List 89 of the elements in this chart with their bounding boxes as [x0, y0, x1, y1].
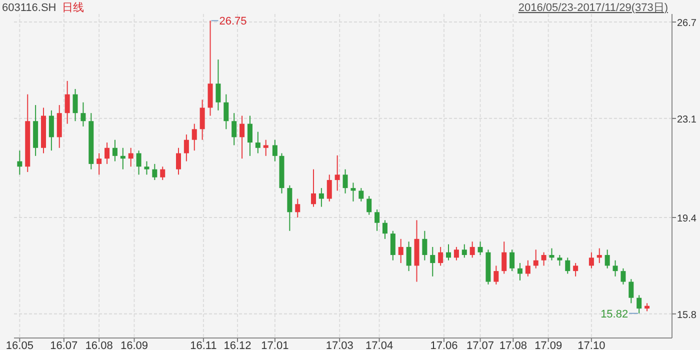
x-tick-label: 17.10 — [578, 340, 606, 350]
candlestick — [96, 152, 102, 176]
candlestick — [192, 123, 197, 152]
candlestick — [549, 248, 554, 261]
candlestick — [366, 196, 372, 216]
candlestick — [72, 88, 78, 122]
annotation: 26.75 — [219, 16, 247, 28]
candlestick — [557, 254, 562, 266]
y-tick-label: 26.7 — [677, 18, 697, 30]
candlestick — [112, 139, 118, 162]
candlestick — [494, 265, 499, 285]
candlestick — [517, 262, 522, 281]
x-tick-label: 17.03 — [326, 340, 354, 350]
candlestick — [176, 147, 181, 176]
candlestick — [446, 244, 452, 261]
chart-title: 603116.SH — [2, 2, 56, 14]
candlestick — [533, 249, 538, 269]
candlestick — [318, 188, 324, 208]
x-tick-label: 16.09 — [120, 340, 148, 350]
candlestick — [240, 115, 245, 160]
candlestick — [216, 59, 221, 111]
candlestick — [422, 230, 428, 261]
x-tick-label: 17.07 — [466, 340, 494, 350]
annotation: 15.82 — [600, 308, 628, 320]
x-tick-label: 16.12 — [224, 340, 252, 350]
candlestick — [48, 110, 54, 152]
candlestick — [541, 252, 546, 266]
candlestick — [502, 241, 507, 274]
candlestick — [64, 80, 70, 124]
candlestick — [430, 246, 436, 277]
candlestick — [438, 246, 444, 266]
candlestick — [398, 238, 404, 264]
candlestick — [136, 150, 142, 176]
x-tick-label: 16.11 — [190, 340, 217, 350]
y-tick-label: 15.8 — [677, 310, 697, 321]
candlestick — [263, 139, 268, 156]
candlestick — [255, 131, 260, 154]
candlestick — [200, 99, 205, 140]
text: 2016/05/23-2017/11/29(373日) — [518, 2, 668, 14]
x-tick-label: 17.01 — [261, 340, 289, 350]
candlestick — [565, 257, 570, 274]
candlestick — [478, 241, 483, 256]
candlestick — [604, 249, 610, 269]
x-tick-label: 17.06 — [430, 340, 458, 350]
candlestick — [144, 160, 150, 176]
candlestick — [462, 244, 467, 258]
candlestick — [636, 294, 642, 314]
x-tick-label: 16.05 — [6, 340, 34, 350]
candlestick — [311, 168, 316, 208]
candlestick — [295, 198, 300, 218]
candlestick — [160, 166, 166, 181]
candlestick — [272, 139, 278, 162]
candlestick — [390, 230, 396, 261]
y-tick-label: 23.1 — [677, 114, 697, 126]
candlestick — [326, 174, 332, 202]
x-tick-label: 16.07 — [50, 340, 78, 350]
candlestick — [382, 220, 388, 240]
y-tick-label: 19.4 — [677, 214, 697, 225]
candlestick — [406, 241, 412, 272]
x-tick-label: 17.08 — [499, 340, 527, 350]
candlestick — [470, 241, 475, 258]
candlestick — [17, 150, 22, 176]
candlestick — [247, 115, 252, 156]
candlestick — [104, 142, 110, 164]
candlestick — [120, 147, 126, 170]
candlestick — [152, 163, 158, 181]
candlestick — [620, 268, 626, 285]
x-tick-label: 16.08 — [85, 340, 113, 350]
candlestick — [573, 262, 578, 277]
candlestick — [588, 252, 594, 269]
candlestick — [350, 182, 356, 202]
chart-subtitle: 日线 — [62, 1, 84, 14]
candlestick — [612, 260, 618, 277]
candlestick — [80, 102, 86, 127]
candlestick — [374, 208, 380, 232]
candlestick — [128, 147, 134, 168]
candlestick — [334, 154, 340, 192]
candlestick — [184, 134, 189, 162]
x-tick-label: 17.04 — [366, 340, 394, 350]
candlestick — [224, 94, 229, 130]
candlestick — [510, 249, 515, 272]
candlestick — [342, 168, 348, 194]
x-tick-label: 17.09 — [534, 340, 562, 350]
candlestick — [596, 248, 602, 264]
candlestick — [628, 278, 634, 304]
candlestick — [454, 246, 459, 261]
candlestick — [232, 112, 237, 146]
candlestick — [525, 260, 530, 277]
candlestick — [358, 188, 364, 202]
